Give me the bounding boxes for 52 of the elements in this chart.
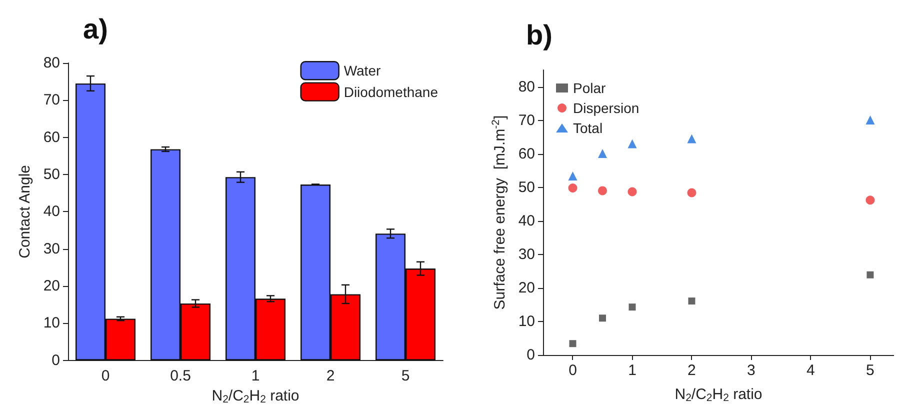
y-tick-label: 10 [518, 312, 535, 330]
y-tick-label: 30 [43, 240, 60, 258]
y-tick-label: 40 [518, 212, 535, 230]
x-tick-label: 4 [806, 362, 815, 379]
y-tick-label: 10 [43, 314, 60, 332]
y-axis-title: Contact Angle [16, 164, 34, 258]
y-tick-label: 20 [518, 279, 535, 296]
point [688, 298, 696, 305]
x-tick-label: 0 [101, 367, 110, 384]
point [687, 134, 696, 144]
y-tick-label: 60 [518, 145, 535, 162]
chart-title: a) [83, 14, 108, 44]
chart-title: b) [526, 20, 552, 50]
y-tick-label: 30 [518, 246, 535, 263]
point [866, 115, 875, 124]
x-tick-label: 0 [568, 362, 577, 379]
y-tick-label: 40 [43, 203, 60, 220]
legend-label: Dispersion [573, 100, 640, 116]
x-tick-label: 2 [688, 362, 696, 379]
y-tick-label: 20 [43, 278, 60, 295]
y-tick-label: 80 [43, 54, 60, 72]
point [628, 304, 636, 311]
y-tick-label: 50 [518, 178, 535, 196]
point [628, 187, 637, 196]
point [569, 340, 576, 348]
legend-label: Total [573, 120, 603, 136]
legend-label: Water [344, 62, 381, 79]
x-tick-label: 1 [251, 367, 260, 384]
y-tick-label: 0 [526, 346, 535, 364]
x-tick-label: 0.5 [170, 367, 191, 384]
point [598, 186, 607, 196]
x-tick-label: 5 [866, 362, 874, 379]
point [598, 148, 607, 158]
x-tick-label: 5 [401, 367, 410, 384]
y-tick-label: 70 [43, 92, 60, 109]
legend-label: Diiodomethane [344, 84, 438, 100]
point [598, 314, 606, 322]
y-tick-label: 50 [43, 166, 60, 184]
y-tick-label: 80 [518, 78, 535, 96]
point [568, 171, 578, 180]
point [687, 188, 696, 198]
y-tick-label: 60 [43, 128, 60, 146]
x-tick-label: 3 [747, 362, 756, 379]
legend-label: Polar [573, 80, 606, 96]
point [866, 271, 874, 278]
point [866, 196, 875, 205]
x-tick-label: 1 [628, 362, 636, 379]
x-tick-label: 2 [326, 367, 335, 384]
y-tick-label: 70 [518, 112, 535, 129]
point [628, 139, 637, 148]
y-axis-title: Surface free energy [mJ.m-2] [490, 115, 508, 310]
point [568, 184, 578, 193]
